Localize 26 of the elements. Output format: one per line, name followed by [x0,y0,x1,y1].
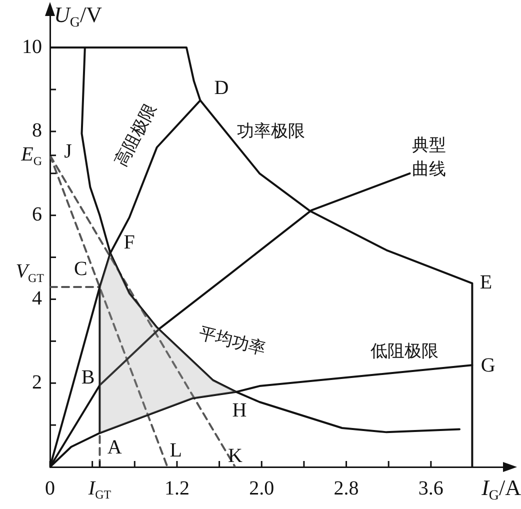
annotation: D [214,76,229,99]
x-tick-label: 2.8 [334,477,359,500]
annotation: 典型曲线 [412,136,446,180]
annotation: B [81,366,95,388]
annotation: E [480,272,492,294]
annotation: 低阻极限 [370,341,438,362]
x-tick-label: 0 [45,477,55,500]
annotation: 功率极限 [237,122,306,142]
annotation: 高阻极限 [111,100,162,170]
annotation: H [232,399,247,422]
x-tick-label: 3.6 [418,477,444,500]
y-tick-label: 10 [22,36,42,58]
annotation: L [170,439,182,462]
y-tick-label: 4 [32,287,42,310]
annotation: 平均功率 [196,324,268,360]
annotation: J [64,140,72,163]
annotation: A [107,436,122,458]
y-tick-label: 2 [32,371,42,394]
annotation: F [124,232,135,254]
y-tick-label: 6 [32,204,42,226]
annotation: G [480,354,496,377]
x-tick-label: 2.0 [249,477,274,500]
y-tick-label: 8 [32,120,42,142]
annotation: C [74,258,88,280]
annotation: K [228,445,243,468]
x-tick-label: 1.2 [164,477,190,500]
